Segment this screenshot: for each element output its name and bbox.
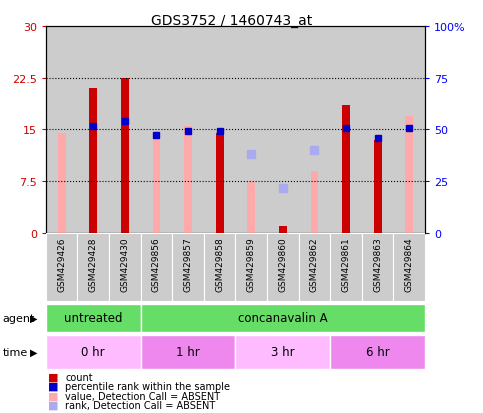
Bar: [141, 304, 425, 332]
Bar: [109, 233, 141, 301]
Bar: [330, 27, 362, 233]
Bar: [342, 106, 350, 233]
Bar: [141, 27, 172, 233]
Bar: [46, 335, 141, 369]
Text: agent: agent: [2, 313, 35, 323]
Bar: [236, 233, 267, 301]
Bar: [172, 233, 204, 301]
Bar: [298, 27, 330, 233]
Bar: [77, 27, 109, 233]
Bar: [141, 335, 236, 369]
Bar: [184, 127, 192, 233]
Text: GSM429863: GSM429863: [373, 237, 382, 291]
Text: GSM429428: GSM429428: [89, 237, 98, 291]
Bar: [394, 27, 425, 233]
Bar: [405, 116, 413, 233]
Text: ▶: ▶: [30, 313, 38, 323]
Text: GSM429856: GSM429856: [152, 237, 161, 291]
Text: 1 hr: 1 hr: [176, 346, 200, 358]
Text: GSM429430: GSM429430: [120, 237, 129, 291]
Bar: [89, 89, 97, 233]
Text: 0 hr: 0 hr: [82, 346, 105, 358]
Text: GSM429861: GSM429861: [341, 237, 351, 291]
Text: GSM429860: GSM429860: [278, 237, 287, 291]
Bar: [121, 123, 129, 233]
Text: untreated: untreated: [64, 311, 123, 325]
Text: 3 hr: 3 hr: [271, 346, 295, 358]
Text: value, Detection Call = ABSENT: value, Detection Call = ABSENT: [65, 391, 220, 401]
Bar: [172, 27, 204, 233]
Bar: [298, 233, 330, 301]
Bar: [374, 140, 382, 233]
Bar: [236, 335, 330, 369]
Bar: [394, 233, 425, 301]
Text: time: time: [2, 347, 28, 357]
Text: GSM429857: GSM429857: [184, 237, 193, 291]
Bar: [46, 233, 77, 301]
Bar: [109, 27, 141, 233]
Bar: [216, 133, 224, 233]
Text: 6 hr: 6 hr: [366, 346, 389, 358]
Bar: [236, 27, 267, 233]
Text: ■: ■: [48, 391, 59, 401]
Bar: [267, 27, 298, 233]
Bar: [362, 233, 394, 301]
Text: ▶: ▶: [30, 347, 38, 357]
Text: GSM429862: GSM429862: [310, 237, 319, 291]
Bar: [77, 233, 109, 301]
Bar: [330, 335, 425, 369]
Bar: [121, 78, 129, 233]
Text: GSM429864: GSM429864: [405, 237, 414, 291]
Bar: [247, 182, 255, 233]
Text: count: count: [65, 372, 93, 382]
Text: percentile rank within the sample: percentile rank within the sample: [65, 381, 230, 391]
Bar: [330, 233, 362, 301]
Text: GSM429426: GSM429426: [57, 237, 66, 291]
Bar: [46, 27, 77, 233]
Bar: [58, 133, 66, 233]
Text: GSM429859: GSM429859: [247, 237, 256, 291]
Text: GDS3752 / 1460743_at: GDS3752 / 1460743_at: [151, 14, 313, 28]
Text: ■: ■: [48, 372, 59, 382]
Text: ■: ■: [48, 381, 59, 391]
Text: concanavalin A: concanavalin A: [238, 311, 327, 325]
Bar: [311, 171, 318, 233]
Bar: [279, 226, 287, 233]
Bar: [141, 233, 172, 301]
Bar: [204, 27, 236, 233]
Bar: [267, 233, 298, 301]
Text: GSM429858: GSM429858: [215, 237, 224, 291]
Bar: [153, 137, 160, 233]
Bar: [362, 27, 394, 233]
Text: ■: ■: [48, 400, 59, 410]
Bar: [204, 233, 236, 301]
Bar: [46, 304, 141, 332]
Text: rank, Detection Call = ABSENT: rank, Detection Call = ABSENT: [65, 400, 215, 410]
